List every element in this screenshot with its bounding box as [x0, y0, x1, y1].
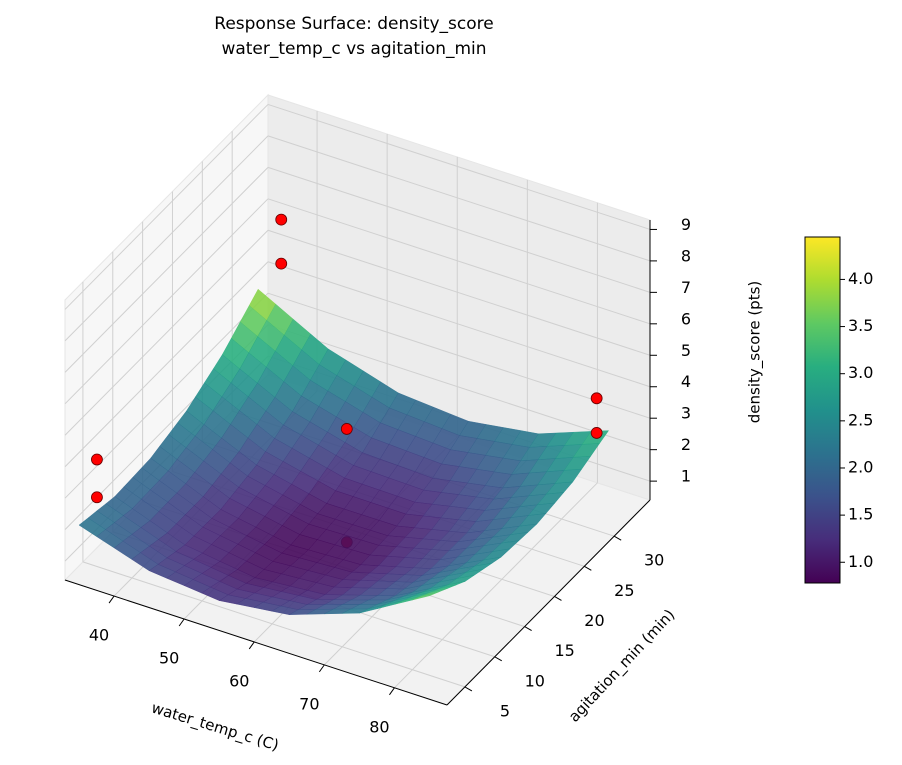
- grid-line: [64, 261, 269, 468]
- colorbar-tick-label: 2.0: [848, 457, 873, 476]
- grid-line: [82, 561, 466, 688]
- y-tick-label: 20: [584, 611, 604, 630]
- grid-line: [64, 167, 269, 373]
- data-point: [590, 427, 603, 439]
- x-tick: [389, 687, 395, 696]
- y-tick-label: 30: [644, 551, 664, 570]
- data-point: [275, 257, 288, 270]
- x-tick-label: 50: [159, 648, 179, 667]
- colorbar-tick-label: 3.0: [848, 363, 873, 382]
- colorbar-tick-label: 1.5: [848, 505, 873, 524]
- x-tick-label: 80: [369, 717, 389, 736]
- grid-line: [64, 104, 269, 310]
- z-tick-label: 4: [681, 372, 691, 391]
- grid-line: [267, 166, 651, 293]
- z-tick-label: 2: [681, 435, 691, 454]
- grid-line: [64, 198, 269, 405]
- surface-patch: [411, 591, 439, 601]
- y-tick: [524, 626, 532, 632]
- x-tick: [108, 595, 115, 604]
- colorbar-tick-label: 4.0: [848, 269, 873, 288]
- y-tick: [494, 656, 503, 662]
- z-tick-label: 8: [681, 246, 691, 265]
- data-point: [340, 423, 353, 435]
- x-tick: [248, 641, 255, 650]
- y-tick: [584, 565, 592, 571]
- grid-line: [267, 135, 651, 262]
- z-tick-label: 9: [681, 215, 691, 234]
- grid-line: [267, 261, 651, 388]
- grid-line: [267, 198, 651, 325]
- z-tick-label: 3: [681, 404, 691, 423]
- y-tick-label: 15: [554, 641, 574, 660]
- x-axis-label: water_temp_c (C): [149, 699, 281, 756]
- x-tick-label: 70: [299, 694, 319, 713]
- z-tick-label: 7: [681, 278, 691, 297]
- data-point: [275, 213, 288, 226]
- colorbar: [804, 236, 841, 584]
- z-tick-label: 1: [681, 467, 691, 486]
- grid-line: [394, 482, 598, 689]
- y-tick: [613, 535, 622, 541]
- z-tick-label: 5: [681, 341, 691, 360]
- x-tick-label: 60: [229, 671, 249, 690]
- z-tick-label: 6: [681, 309, 691, 328]
- data-point: [91, 453, 103, 466]
- y-tick: [464, 686, 473, 692]
- grid-line: [64, 229, 269, 436]
- y-tick-label: 25: [614, 581, 634, 600]
- y-tick: [554, 596, 562, 601]
- grid-line: [267, 103, 651, 230]
- x-tick-label: 40: [89, 626, 109, 645]
- grid-line: [267, 292, 651, 419]
- x-axis-line: [64, 579, 448, 706]
- y-axis-label: agitation_min (min): [565, 606, 679, 727]
- grid-line: [64, 135, 269, 342]
- x-tick: [178, 618, 185, 627]
- y-tick-label: 5: [500, 701, 510, 720]
- chart-title: Response Surface: density_score water_te…: [214, 14, 494, 59]
- data-point: [590, 392, 603, 405]
- y-tick-label: 10: [525, 671, 545, 690]
- colorbar-tick-label: 3.5: [848, 316, 873, 335]
- colorbar-tick-label: 1.0: [848, 552, 873, 571]
- y-axis-line: [446, 499, 651, 706]
- x-tick: [318, 664, 325, 673]
- z-axis-label: density_score (pts): [746, 281, 765, 424]
- data-point: [91, 491, 103, 504]
- grid-line: [267, 229, 651, 356]
- grid-line: [267, 324, 651, 451]
- colorbar-tick-label: 2.5: [848, 410, 873, 429]
